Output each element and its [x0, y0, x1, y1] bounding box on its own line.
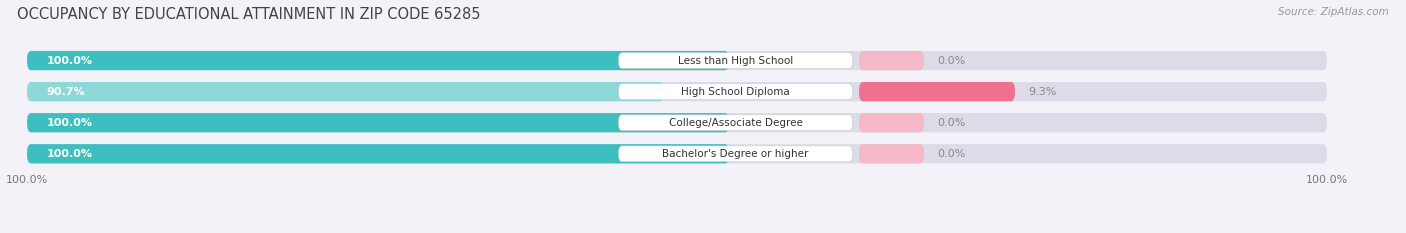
- FancyBboxPatch shape: [27, 82, 664, 101]
- FancyBboxPatch shape: [859, 144, 924, 163]
- FancyBboxPatch shape: [619, 146, 852, 162]
- FancyBboxPatch shape: [859, 51, 924, 70]
- FancyBboxPatch shape: [859, 82, 1015, 101]
- FancyBboxPatch shape: [619, 53, 852, 69]
- Text: 0.0%: 0.0%: [936, 56, 966, 65]
- Text: 100.0%: 100.0%: [46, 56, 93, 65]
- Text: College/Associate Degree: College/Associate Degree: [669, 118, 803, 128]
- FancyBboxPatch shape: [27, 113, 728, 132]
- Text: 100.0%: 100.0%: [46, 118, 93, 128]
- Text: OCCUPANCY BY EDUCATIONAL ATTAINMENT IN ZIP CODE 65285: OCCUPANCY BY EDUCATIONAL ATTAINMENT IN Z…: [17, 7, 481, 22]
- FancyBboxPatch shape: [27, 113, 1327, 132]
- Text: 0.0%: 0.0%: [936, 149, 966, 159]
- FancyBboxPatch shape: [27, 51, 728, 70]
- Text: Source: ZipAtlas.com: Source: ZipAtlas.com: [1278, 7, 1389, 17]
- FancyBboxPatch shape: [27, 51, 1327, 70]
- FancyBboxPatch shape: [619, 115, 852, 131]
- FancyBboxPatch shape: [27, 82, 1327, 101]
- FancyBboxPatch shape: [27, 144, 1327, 163]
- Text: Less than High School: Less than High School: [678, 56, 793, 65]
- FancyBboxPatch shape: [859, 113, 924, 132]
- FancyBboxPatch shape: [27, 144, 728, 163]
- Text: 9.3%: 9.3%: [1028, 87, 1056, 97]
- FancyBboxPatch shape: [619, 84, 852, 99]
- Text: High School Diploma: High School Diploma: [681, 87, 790, 97]
- Text: 90.7%: 90.7%: [46, 87, 86, 97]
- Text: 0.0%: 0.0%: [936, 118, 966, 128]
- Text: 100.0%: 100.0%: [46, 149, 93, 159]
- Text: Bachelor's Degree or higher: Bachelor's Degree or higher: [662, 149, 808, 159]
